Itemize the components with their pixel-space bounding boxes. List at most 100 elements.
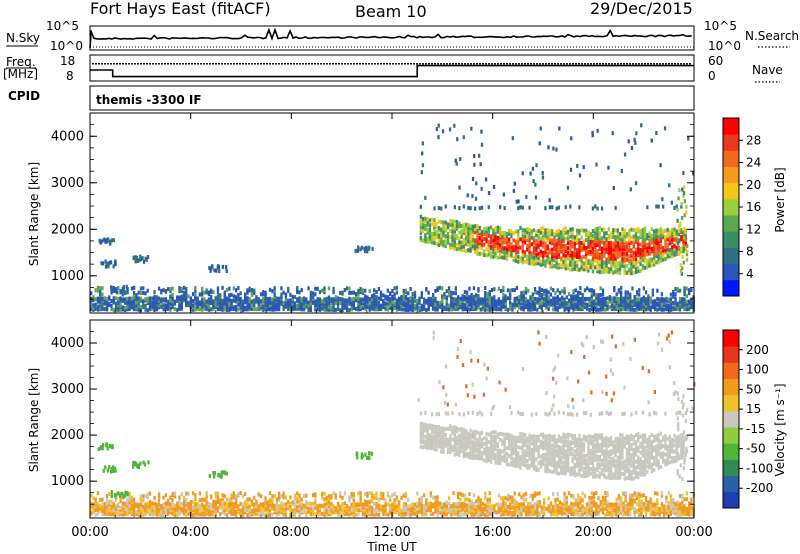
power-cell <box>442 226 445 231</box>
power-cell <box>316 303 319 308</box>
velocity-cell <box>443 502 446 507</box>
power-cell <box>462 225 465 230</box>
velocity-cell <box>352 501 355 506</box>
velocity-cell <box>105 501 109 506</box>
velocity-cell <box>597 504 600 509</box>
power-cell <box>660 303 664 308</box>
power-cell <box>646 265 649 270</box>
velocity-cell <box>669 498 673 503</box>
power-cell <box>512 257 515 262</box>
power-cell <box>676 287 679 291</box>
power-cell <box>379 307 383 311</box>
power-cell <box>520 299 523 304</box>
velocity-cell <box>567 505 571 510</box>
power-cell <box>543 288 546 293</box>
power-cell <box>514 248 518 253</box>
power-cell <box>151 306 154 311</box>
velocity-cell <box>379 493 383 498</box>
power-cell <box>352 296 355 301</box>
power-cell <box>484 294 487 299</box>
power-cell <box>528 255 531 259</box>
power-cell <box>649 307 652 312</box>
velocity-cell <box>428 439 431 444</box>
power-cell <box>677 196 680 201</box>
velocity-cell <box>622 505 625 510</box>
power-cell <box>112 286 115 290</box>
power-cell <box>688 291 691 296</box>
velocity-cell <box>237 504 240 509</box>
velocity-cell <box>266 500 269 505</box>
power-cell <box>625 257 629 262</box>
velocity-cell <box>441 508 444 513</box>
velocity-cell <box>284 513 288 517</box>
power-cell <box>647 294 650 299</box>
power-cell <box>539 240 542 245</box>
power-cell <box>572 297 575 302</box>
power-cell <box>484 307 487 312</box>
velocity-cell <box>142 504 145 509</box>
power-cell <box>630 146 634 150</box>
power-cell <box>673 243 676 248</box>
power-cell <box>690 303 693 307</box>
power-cell <box>629 302 632 307</box>
power-cell <box>477 305 480 310</box>
velocity-cell <box>647 506 650 511</box>
power-cell <box>460 245 463 250</box>
power-cell <box>361 305 365 310</box>
power-cell <box>539 259 542 264</box>
velocity-cell <box>133 513 136 517</box>
nsky-tick-top: 10^5 <box>46 19 79 33</box>
velocity-cell <box>259 502 263 507</box>
velocity-cell <box>212 508 215 513</box>
velocity-cell <box>350 495 353 500</box>
power-cell <box>561 295 564 300</box>
velocity-cell <box>644 510 648 515</box>
power-cell <box>648 242 651 247</box>
velocity-cell <box>513 502 516 507</box>
velocity-cell <box>144 510 147 515</box>
power-cell <box>284 292 288 297</box>
velocity-cell <box>222 470 225 475</box>
velocity-cell <box>176 507 179 512</box>
velocity-cell <box>246 502 249 507</box>
velocity-cell <box>423 510 426 515</box>
power-cell <box>454 297 457 302</box>
power-cell <box>148 299 152 304</box>
power-cell <box>419 219 422 224</box>
power-cell <box>538 293 541 298</box>
velocity-cell <box>225 471 228 476</box>
power-cell <box>616 232 619 236</box>
power-cell <box>452 297 455 302</box>
power-cell <box>506 296 510 301</box>
velocity-cell <box>155 502 158 507</box>
velocity-cell <box>125 491 129 495</box>
velocity-cell <box>466 507 469 512</box>
power-cell <box>478 229 481 234</box>
velocity-cell <box>601 510 605 515</box>
velocity-cell <box>515 508 519 513</box>
power-cell <box>391 294 394 299</box>
power-cell <box>462 238 465 243</box>
velocity-cell <box>506 504 510 509</box>
power-cell <box>592 289 596 294</box>
velocity-cell <box>520 508 523 513</box>
power-cell <box>603 241 606 245</box>
power-cell <box>553 258 556 263</box>
power-cell <box>504 303 507 308</box>
velocity-cell <box>264 512 267 517</box>
velocity-cell <box>101 508 104 513</box>
power-cell <box>352 306 355 310</box>
power-cell <box>510 231 513 236</box>
power-cell <box>142 301 145 306</box>
power-cell <box>572 307 575 312</box>
power-cell <box>379 290 383 295</box>
velocity-cell <box>644 502 648 507</box>
power-cell <box>656 296 659 301</box>
power-cell <box>604 307 607 312</box>
power-cell <box>582 267 586 272</box>
power-cell <box>612 228 615 233</box>
power-cell <box>659 227 663 232</box>
power-cell <box>431 217 434 222</box>
velocity-cell <box>624 506 627 511</box>
power-cell <box>579 307 582 312</box>
